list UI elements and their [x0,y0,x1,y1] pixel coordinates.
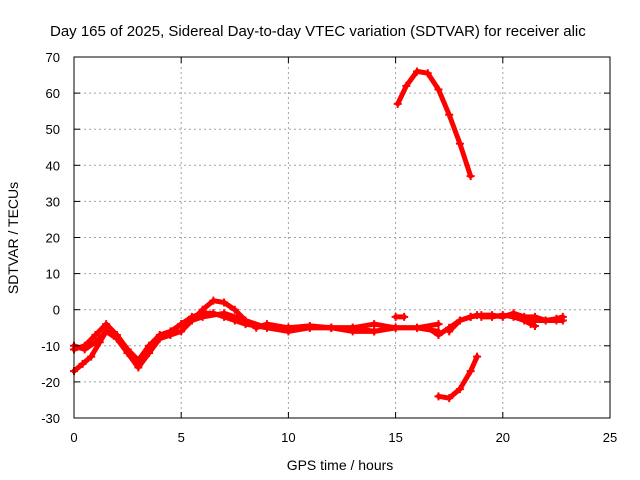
data-point [187,316,196,325]
y-tick-label: 0 [53,303,60,318]
data-point [488,312,497,321]
data-point [455,139,464,148]
data-point [177,320,186,329]
x-axis-label: GPS time / hours [287,457,394,473]
data-point [160,330,169,339]
data-point [400,312,409,321]
data-point [102,327,111,336]
x-tick-label: 10 [281,430,295,445]
data-point [102,320,111,329]
data-point [391,323,400,332]
data-point [198,312,207,321]
axis-ticks: 0 5 10 15 20 25 -30 -20 -10 0 10 20 30 40 50 60 70 [41,50,617,445]
data-series [70,67,567,403]
data-point [284,327,293,336]
data-point [348,327,357,336]
data-point [370,327,379,336]
data-point [305,323,314,332]
data-point [445,327,454,336]
data-point [498,311,507,320]
data-point [530,316,539,325]
data-point [87,352,96,361]
data-point [327,323,336,332]
data-point [220,309,229,318]
y-tick-label: -10 [41,339,60,354]
data-point [520,314,529,323]
data-point [151,338,160,347]
series-arc-7 [436,354,480,401]
data-point [78,359,87,368]
data-point [370,320,379,329]
y-tick-label: -30 [41,411,60,426]
data-point [558,312,567,321]
x-tick-label: 15 [388,430,402,445]
data-point [209,296,218,305]
x-tick-label: 20 [496,430,510,445]
y-tick-label: 30 [46,194,60,209]
data-point [177,327,186,336]
data-point [393,99,402,108]
data-point [466,312,475,321]
data-point [91,330,100,339]
data-point [445,394,454,403]
data-point [80,345,89,354]
x-tick-label: 0 [70,430,77,445]
data-point [434,392,443,401]
y-tick-label: 10 [46,267,60,282]
data-point [455,385,464,394]
data-point [434,320,443,329]
data-point [220,298,229,307]
data-point [230,305,239,314]
y-tick-label: 60 [46,86,60,101]
series-arc-3 [71,310,441,367]
data-point [402,81,411,90]
data-point [473,352,482,361]
data-point [552,314,561,323]
data-point [509,311,518,320]
data-point [241,316,250,325]
data-point [168,327,177,336]
data-point [423,69,432,78]
data-point [262,323,271,332]
data-point [134,359,143,368]
y-tick-label: -20 [41,375,60,390]
data-point [541,316,550,325]
data-point [466,367,475,376]
chart-title: Day 165 of 2025, Sidereal Day-to-day VTE… [50,23,586,40]
data-point [477,312,486,321]
data-point [413,67,422,76]
data-point [434,330,443,339]
y-tick-label: 20 [46,231,60,246]
data-point [455,316,464,325]
data-point [112,334,121,343]
data-point [123,349,132,358]
y-tick-label: 40 [46,158,60,173]
data-point [423,323,432,332]
x-tick-label: 25 [603,430,617,445]
data-point [391,312,400,321]
data-point [413,323,422,332]
x-tick-label: 5 [178,430,185,445]
data-point [140,352,149,361]
data-point [91,338,100,347]
grid [74,57,610,418]
y-tick-label: 70 [46,50,60,65]
data-point [445,110,454,119]
series-arc-4 [395,68,474,179]
data-point [434,85,443,94]
y-tick-label: 50 [46,122,60,137]
y-axis-label: SDTVAR / TECUs [5,182,21,294]
data-point [466,172,475,181]
